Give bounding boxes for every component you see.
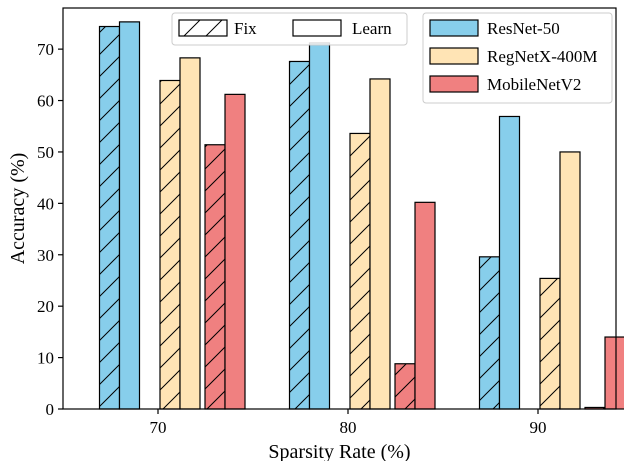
bar-regnetx-400m-fix-70 bbox=[159, 79, 181, 410]
bar-hatch bbox=[395, 363, 415, 409]
bar-hatch bbox=[289, 61, 310, 409]
bar-hatch bbox=[585, 407, 605, 409]
plot-area-frame bbox=[62, 7, 617, 410]
bar-mobilenetv2-learn-80 bbox=[414, 201, 436, 410]
x-tick-label: 90 bbox=[530, 418, 547, 437]
legend-swatch-resnet-50 bbox=[429, 19, 479, 37]
bar-hatch bbox=[350, 133, 370, 409]
bar-regnetx-400m-learn-90 bbox=[559, 151, 581, 410]
y-tick-label: 10 bbox=[37, 349, 54, 368]
bar-fill bbox=[225, 94, 245, 409]
bar-fill bbox=[370, 78, 390, 409]
bar-fill bbox=[119, 21, 140, 410]
y-tick-label: 50 bbox=[37, 143, 54, 162]
bar-mobilenetv2-learn-70 bbox=[224, 93, 246, 410]
y-axis-ticks: 0 10 20 30 40 50 60 70 bbox=[37, 40, 63, 419]
bar-resnet-50-learn-70 bbox=[118, 21, 141, 410]
bar-regnetx-400m-learn-70 bbox=[179, 57, 201, 410]
bar-fill bbox=[605, 337, 624, 409]
y-tick-label: 30 bbox=[37, 246, 54, 265]
bar-fill bbox=[180, 57, 200, 409]
bar-resnet-50-learn-90 bbox=[498, 115, 521, 410]
legend-swatch-regnetx-400m bbox=[429, 47, 479, 65]
legend-swatch-mobilenetv2 bbox=[429, 75, 479, 93]
legend-label-resnet-50: ResNet-50 bbox=[487, 19, 560, 38]
bar-hatch bbox=[540, 278, 560, 409]
y-axis-label: Accuracy (%) bbox=[7, 153, 29, 265]
bar-fill bbox=[415, 202, 435, 409]
legend-swatch-fix bbox=[178, 19, 228, 37]
bar-hatch bbox=[205, 144, 225, 409]
bar-fill bbox=[309, 42, 330, 409]
bar-mobilenetv2-fix-80 bbox=[394, 363, 416, 410]
bar-resnet-50-fix-90 bbox=[478, 256, 501, 410]
legend-label-regnetx-400m: RegNetX-400M bbox=[487, 47, 597, 66]
bar-resnet-50-fix-70 bbox=[98, 25, 121, 410]
legend-modes-box bbox=[171, 12, 408, 46]
legend-models: ResNet-50 RegNetX-400M MobileNetV2 bbox=[422, 12, 613, 104]
y-tick-label: 40 bbox=[37, 194, 54, 213]
legend-modes: Fix Learn bbox=[171, 12, 408, 46]
bar-hatch bbox=[160, 80, 180, 409]
x-axis-label: Sparsity Rate (%) bbox=[268, 441, 410, 461]
y-tick-label: 70 bbox=[37, 40, 54, 59]
bar-regnetx-400m-fix-90 bbox=[539, 277, 561, 410]
y-tick-label: 0 bbox=[46, 400, 55, 419]
legend-swatch-learn bbox=[292, 19, 342, 37]
bar-hatch bbox=[99, 26, 120, 410]
bar-mobilenetv2-learn-90 bbox=[604, 336, 624, 410]
bar-resnet-50-fix-80 bbox=[288, 60, 311, 410]
legend-label-learn: Learn bbox=[352, 19, 392, 38]
bar-mobilenetv2-fix-70 bbox=[204, 144, 226, 410]
bar-hatch bbox=[479, 256, 500, 409]
bar-fill bbox=[499, 116, 520, 409]
bar-fill bbox=[560, 151, 580, 409]
legend-label-fix: Fix bbox=[234, 19, 257, 38]
x-tick-label: 70 bbox=[150, 418, 167, 437]
bar-resnet-50-learn-80 bbox=[308, 42, 331, 410]
y-tick-label: 20 bbox=[37, 297, 54, 316]
bar-regnetx-400m-fix-80 bbox=[349, 132, 371, 410]
bar-regnetx-400m-learn-80 bbox=[369, 78, 391, 410]
x-axis-ticks: 70 80 90 bbox=[150, 409, 547, 437]
legend-label-mobilenetv2: MobileNetV2 bbox=[487, 75, 581, 94]
y-tick-label: 60 bbox=[37, 92, 54, 111]
x-tick-label: 80 bbox=[340, 418, 357, 437]
